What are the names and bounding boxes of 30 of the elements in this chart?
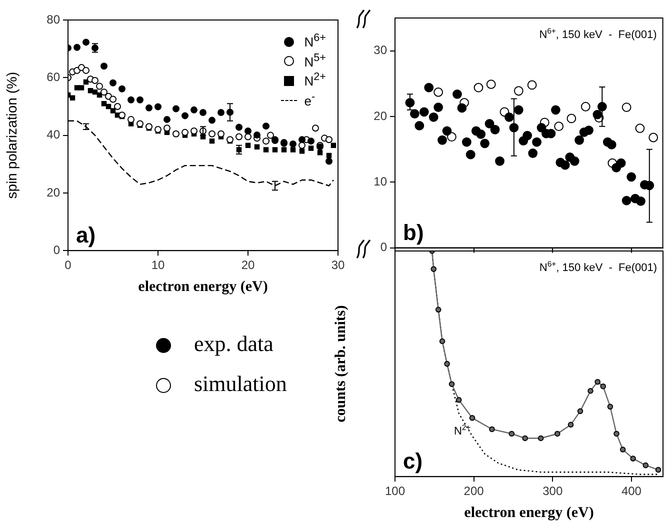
x-tick-label: 100 (384, 484, 406, 498)
legend-label: simulation (194, 370, 287, 397)
y-tick-label: 0 (53, 242, 60, 257)
x-tick-label: 400 (621, 484, 642, 498)
y-tick-label: 80 (46, 12, 60, 26)
y-tick-label: 30 (374, 43, 388, 58)
y-axis-title: spin polarization (%) (3, 72, 20, 199)
x-tick-label: 200 (464, 484, 484, 498)
legend-label: N$^{5+}$ (304, 52, 326, 70)
legend-label: N$^{2+}$ (304, 71, 326, 90)
x-tick-label: 300 (542, 484, 563, 498)
y-tick-label: 40 (46, 128, 60, 142)
y-tick-label: 10 (374, 174, 388, 188)
y-tick-label: 20 (46, 185, 60, 200)
x-axis-title: electron energy (eV) (138, 278, 268, 295)
annotation: a) (76, 222, 96, 248)
y-tick-label: 0 (380, 240, 388, 254)
annotation: c) (403, 448, 423, 474)
y-axis-title: counts (arb. units) (332, 305, 349, 422)
x-tick-label: 30 (331, 258, 345, 272)
y-tick-label: 20 (374, 108, 388, 123)
y-tick-label: 60 (46, 70, 60, 84)
x-axis-title: electron energy (eV) (464, 504, 594, 521)
x-tick-label: 0 (64, 258, 72, 272)
legend-label: exp. data (194, 330, 274, 358)
legend-label: N$^{6+}$ (304, 32, 326, 51)
x-tick-label: 20 (241, 258, 255, 272)
x-tick-label: 10 (151, 258, 165, 272)
annotation: b) (403, 220, 424, 245)
legend-label: e$^{-}$ (304, 90, 316, 110)
